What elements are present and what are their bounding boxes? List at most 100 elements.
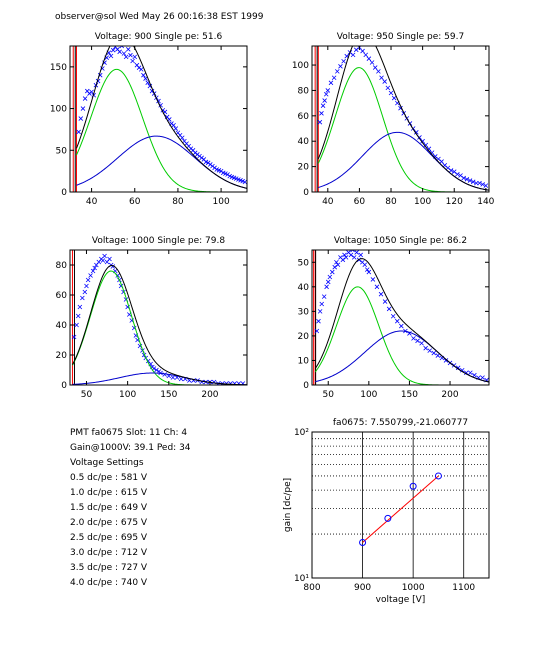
voltage-setting-item: 4.0 dc/pe : 740 V [70, 578, 148, 588]
data-point [107, 256, 112, 262]
voltage-setting-item: 2.5 dc/pe : 695 V [70, 533, 148, 543]
data-point [319, 301, 325, 307]
gain-fit-line [362, 475, 439, 543]
data-point [84, 283, 89, 289]
data-point [110, 47, 116, 53]
data-point [358, 252, 363, 258]
x-tick-label: 900 [354, 583, 371, 593]
data-point [102, 253, 107, 259]
data-point [340, 257, 346, 263]
data-point [78, 116, 84, 121]
double-pe-fit [72, 372, 247, 385]
data-point [74, 322, 79, 328]
data-point [76, 129, 81, 135]
y-tick-label: 20 [298, 332, 310, 342]
x-tick-label: 140 [477, 197, 494, 207]
x-tick-label: 150 [401, 390, 418, 400]
data-point [468, 370, 473, 376]
data-point [173, 126, 179, 131]
y-tick-label: 0 [303, 381, 309, 391]
chart-title: Voltage: 1000 Single pe: 79.8 [92, 236, 225, 246]
data-point [419, 340, 424, 346]
data-point [154, 367, 159, 373]
plot-area [72, 46, 247, 192]
data-point [75, 313, 81, 319]
data-point [414, 130, 419, 135]
data-point [328, 80, 334, 86]
y-tick-label: 100 [50, 105, 67, 115]
pmt-id-line: PMT fa0675 Slot: 11 Ch: 4 [70, 428, 188, 438]
y-tick-label: 0 [61, 188, 67, 198]
y-tick-label: 50 [298, 258, 310, 268]
data-point [455, 365, 461, 371]
x-tick-label: 50 [323, 390, 335, 400]
data-point [143, 76, 148, 81]
y-tick-label: 0 [61, 381, 67, 391]
data-point [399, 323, 404, 329]
data-point [388, 90, 394, 96]
data-point [376, 69, 381, 74]
data-point [331, 75, 337, 81]
gain-data-point [359, 539, 367, 547]
double-pe-fit [76, 135, 247, 189]
axes-frame [69, 45, 248, 193]
data-point [350, 250, 355, 253]
data-point [119, 46, 125, 49]
x-tick-label: 100 [119, 390, 136, 400]
data-point [467, 178, 473, 183]
data-point [321, 294, 327, 299]
data-point [470, 179, 476, 185]
gain-ped-line: Gain@1000V: 39.1 Ped: 34 [70, 443, 191, 453]
data-point [327, 274, 333, 280]
data-point [366, 269, 372, 275]
x-tick-label: 80 [385, 197, 397, 207]
data-point [455, 171, 460, 177]
data-point [71, 334, 77, 340]
data-point [374, 284, 380, 290]
x-tick-label: 200 [201, 390, 218, 400]
data-point [439, 159, 444, 164]
data-point [117, 49, 122, 55]
data-point [369, 60, 375, 65]
axes-frame [311, 431, 490, 579]
data-point [426, 146, 432, 152]
histogram-950v: Voltage: 950 Single pe: 59.7 40 60 80 100 120… [292, 32, 495, 207]
x-tick-label: 200 [441, 390, 458, 400]
data-point [179, 135, 185, 141]
data-point [322, 98, 327, 103]
y-tick-label: 20 [298, 163, 310, 173]
total-fit [76, 46, 247, 189]
data-point [141, 72, 146, 78]
data-point [335, 262, 341, 268]
voltage-setting-item: 1.5 dc/pe : 649 V [70, 503, 148, 513]
y-tick-label: 40 [56, 321, 68, 331]
data-point [330, 269, 335, 275]
single-pe-fit [314, 286, 489, 385]
data-point [324, 284, 329, 290]
data-point [423, 345, 428, 351]
data-point [77, 304, 83, 310]
y-tick-label: 40 [298, 137, 310, 147]
data-point [435, 353, 441, 358]
chart-title: Voltage: 900 Single pe: 51.6 [95, 32, 223, 42]
voltage-setting-item: 2.0 dc/pe : 675 V [70, 518, 148, 528]
x-tick-label: 100 [213, 197, 230, 207]
data-point [319, 111, 324, 116]
data-point [464, 177, 470, 182]
data-point [348, 252, 354, 258]
data-point [316, 318, 321, 324]
data-point [100, 258, 106, 263]
data-point [242, 179, 247, 185]
data-point [431, 350, 437, 356]
voltage-setting-item: 0.5 dc/pe : 581 V [70, 473, 148, 483]
x-tick-label: 1100 [452, 583, 475, 593]
y-tick-label: 40 [298, 283, 310, 293]
x-tick-label: 150 [160, 390, 177, 400]
data-point [323, 91, 329, 97]
data-point [451, 169, 457, 174]
x-tick-label: 100 [414, 197, 431, 207]
voltage-settings-heading: Voltage Settings [70, 458, 144, 468]
y-tick-label: 80 [56, 261, 68, 271]
data-point [415, 338, 420, 344]
data-point [80, 295, 85, 301]
